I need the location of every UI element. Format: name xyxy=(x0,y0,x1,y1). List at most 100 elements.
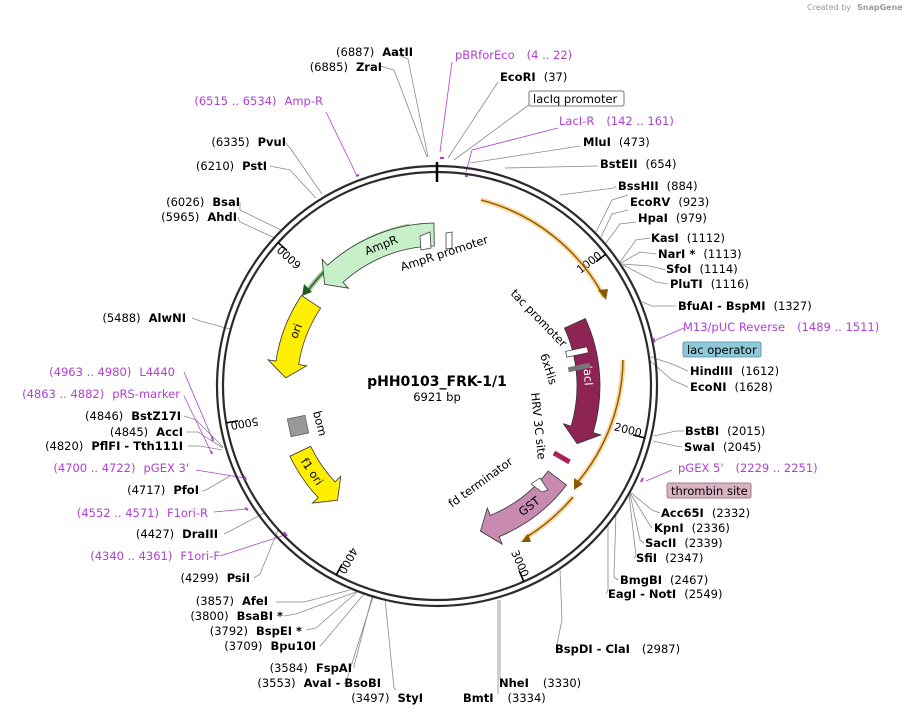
site-name[interactable]: BmtI xyxy=(463,691,494,705)
site-name[interactable]: BmgBI xyxy=(620,573,662,587)
site-pos: (2339) xyxy=(684,536,722,550)
site-pos: (3857) xyxy=(196,594,234,608)
sites-right: EcoRI (37) MluI (473) BstEII (654) BssHII (8… xyxy=(463,70,812,705)
site-name[interactable]: ZraI xyxy=(356,60,382,74)
primer-name[interactable]: pRS-marker xyxy=(112,387,180,401)
primer-range: (4 .. 22) xyxy=(527,48,573,62)
svg-text:NheI(3330): NheI (3330) xyxy=(499,676,581,690)
svg-text:(4700 .. 4722)pGEX 3': (4700 .. 4722) pGEX 3' xyxy=(53,461,189,475)
svg-text:(4846)BstZ17I: (4846) BstZ17I xyxy=(85,409,181,423)
primer-name[interactable]: pGEX 3' xyxy=(144,461,190,475)
site-pos: (3792) xyxy=(210,624,248,638)
site-pos: (6885) xyxy=(310,60,348,74)
primer-name[interactable]: M13/pUC Reverse xyxy=(683,320,785,334)
site-name[interactable]: FspAI xyxy=(316,661,352,675)
feature-arrow-ampr[interactable] xyxy=(321,222,435,289)
svg-text:HpaI(979): HpaI (979) xyxy=(638,211,707,225)
svg-text:pBRforEco(4 .. 22): pBRforEco (4 .. 22) xyxy=(455,48,572,62)
primer-name[interactable]: pGEX 5' xyxy=(678,461,724,475)
primer-range: (4340 .. 4361) xyxy=(90,549,172,563)
site-name[interactable]: AfeI xyxy=(242,594,268,608)
site-name[interactable]: NarI * xyxy=(658,247,695,261)
site-name[interactable]: AccI xyxy=(156,425,183,439)
site-name[interactable]: EcoRI xyxy=(500,70,536,84)
orf-arc-3-head xyxy=(521,534,531,542)
site-name[interactable]: AvaI - BsoBI xyxy=(304,676,381,690)
site-name[interactable]: BsaI xyxy=(212,195,240,209)
site-name[interactable]: PfoI xyxy=(173,483,199,497)
svg-text:(6210)PstI: (6210) PstI xyxy=(196,159,267,173)
site-name[interactable]: PvuI xyxy=(258,135,286,149)
site-pos: (3584) xyxy=(270,661,308,675)
site-name[interactable]: SfoI xyxy=(666,262,691,276)
primer-name[interactable]: F1ori-R xyxy=(167,506,208,520)
feature-arrow-f1-ori[interactable] xyxy=(289,445,342,504)
site-name[interactable]: EagI - NotI xyxy=(608,587,676,601)
thrombin-site-box xyxy=(666,482,752,499)
site-pos: (37) xyxy=(544,70,568,84)
site-name[interactable]: BstZ17I xyxy=(131,409,181,423)
site-name[interactable]: AlwNI xyxy=(149,311,186,325)
site-pos: (1112) xyxy=(687,231,725,245)
svg-text:(3857)AfeI: (3857) AfeI xyxy=(196,594,268,608)
svg-text:(4717)PfoI: (4717) PfoI xyxy=(127,483,199,497)
orf-arc-green-head xyxy=(302,284,312,296)
site-pos: (4846) xyxy=(85,409,123,423)
site-name[interactable]: StyI xyxy=(397,691,423,705)
site-name[interactable]: PluTI xyxy=(670,277,703,291)
ampr-promoter-arrow xyxy=(419,231,432,251)
svg-text:(4963 .. 4980)L4440: (4963 .. 4980) L4440 xyxy=(49,365,175,379)
site-pos: (3334) xyxy=(508,691,546,705)
feature-arrow-ori[interactable] xyxy=(266,294,322,379)
site-name[interactable]: PsiI xyxy=(227,571,250,585)
site-name[interactable]: BsaBI * xyxy=(237,609,283,623)
site-name[interactable]: NheI xyxy=(499,676,529,690)
svg-text:EagI - NotI(2549): EagI - NotI (2549) xyxy=(608,587,722,601)
site-name[interactable]: SfiI xyxy=(636,551,657,565)
site-name[interactable]: KasI xyxy=(651,231,679,245)
site-name[interactable]: BspDI - ClaI xyxy=(555,642,630,656)
site-name[interactable]: KpnI xyxy=(654,521,684,535)
svg-text:(6335)PvuI: (6335) PvuI xyxy=(211,135,286,149)
site-name[interactable]: BspEI * xyxy=(256,624,302,638)
site-name[interactable]: EcoRV xyxy=(630,195,670,209)
site-pos: (979) xyxy=(676,211,707,225)
site-name[interactable]: PflFI - Tth111I xyxy=(91,439,183,453)
site-name[interactable]: BssHII xyxy=(618,179,659,193)
svg-text:(6515 .. 6534)Amp-R: (6515 .. 6534) Amp-R xyxy=(194,94,323,108)
site-pos: (3330) xyxy=(543,676,581,690)
site-name[interactable]: MluI xyxy=(583,135,611,149)
site-pos: (4820) xyxy=(45,439,83,453)
tick-mark xyxy=(632,434,645,439)
primer-name[interactable]: Amp-R xyxy=(284,94,323,108)
primer-range: (142 .. 161) xyxy=(606,114,674,128)
site-name[interactable]: Bpu10I xyxy=(271,639,316,653)
site-name[interactable]: AhdI xyxy=(207,210,237,224)
primer-name[interactable]: LacI-R xyxy=(559,114,594,128)
site-name[interactable]: HindIII xyxy=(690,364,733,378)
site-name[interactable]: AatII xyxy=(382,45,413,59)
site-pos: (4845) xyxy=(110,425,148,439)
primer-name[interactable]: L4440 xyxy=(139,365,175,379)
lac-operator-label: lac operator xyxy=(687,343,757,357)
site-name[interactable]: EcoNI xyxy=(690,380,726,394)
svg-text:(4552 .. 4571)F1ori-R: (4552 .. 4571) F1ori-R xyxy=(77,506,208,520)
site-name[interactable]: BfuAI - BspMI xyxy=(678,299,765,313)
site-name[interactable]: BstBI xyxy=(685,424,719,438)
svg-text:(6885)ZraI: (6885) ZraI xyxy=(310,60,382,74)
primer-name[interactable]: F1ori-F xyxy=(180,549,220,563)
site-name[interactable]: SacII xyxy=(645,536,676,550)
site-pos: (2045) xyxy=(723,440,761,454)
primer-name[interactable]: pBRforEco xyxy=(455,48,515,62)
site-name[interactable]: HpaI xyxy=(638,211,668,225)
site-pos: (3497) xyxy=(351,691,389,705)
site-name[interactable]: PstI xyxy=(242,159,267,173)
site-name[interactable]: SwaI xyxy=(684,440,715,454)
primer-labels: pBRforEco (4 .. 22) LacI-R (142 .. 161) M1… xyxy=(22,48,879,563)
svg-text:BmgBI(2467): BmgBI (2467) xyxy=(620,573,708,587)
site-name[interactable]: Acc65I xyxy=(661,506,704,520)
site-name[interactable]: BstEII xyxy=(600,157,638,171)
site-name[interactable]: DraIII xyxy=(182,527,218,541)
site-pos: (3800) xyxy=(190,609,228,623)
